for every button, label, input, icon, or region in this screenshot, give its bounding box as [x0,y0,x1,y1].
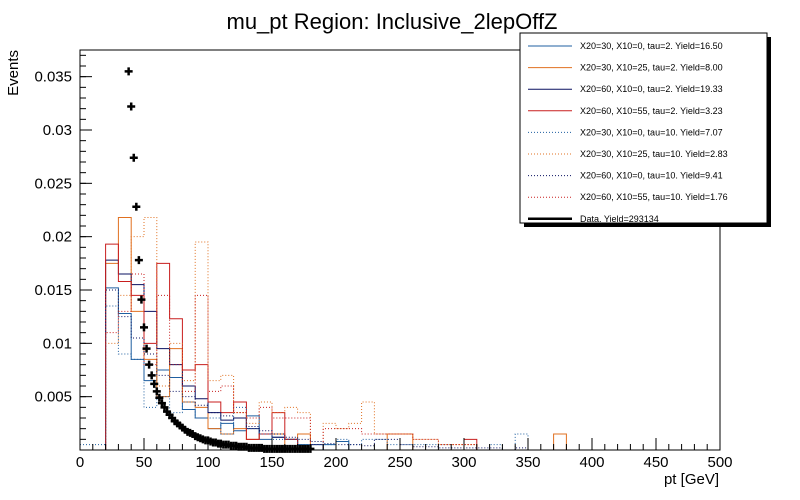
data-point [132,202,141,211]
x-tick-label: 500 [707,454,732,471]
x-axis-ticks: 0 50 100 150 200 250 300 350 400 450 500 [76,438,733,471]
legend-entry-label: X20=60, X10=55, tau=10. Yield=1.76 [580,192,728,202]
x-tick-label: 50 [136,454,153,471]
data-point [137,295,146,304]
data-point [124,67,133,76]
data-point [140,323,148,332]
x-tick-label: 0 [76,454,84,471]
y-axis-label: Events [5,50,22,96]
data-point [157,399,166,408]
y-tick-label: 0.03 [43,122,72,139]
legend-entry-label: X20=60, X10=55, tau=2. Yield=3.23 [580,106,723,116]
x-tick-label: 300 [451,454,476,471]
data-point [160,403,169,412]
x-tick-label: 150 [259,454,284,471]
data-point [150,379,159,388]
y-tick-label: 0.005 [34,389,72,406]
legend-entry-label: X20=30, X10=0, tau=10. Yield=7.07 [580,127,723,137]
x-tick-label: 450 [643,454,668,471]
data-point [129,153,138,162]
x-axis-label: pt [GeV] [664,471,719,488]
data-point [145,360,154,369]
data-point [147,371,156,380]
legend-entry-label: X20=30, X10=25, tau=2. Yield=8.00 [580,63,723,73]
legend-entry-label: Data. Yield=293134 [580,214,659,224]
legend-entry-label: X20=30, X10=25, tau=10. Yield=2.83 [580,149,728,159]
y-tick-label: 0.025 [34,175,72,192]
x-tick-label: 350 [515,454,540,471]
legend-entry-label: X20=60, X10=0, tau=2. Yield=19.33 [580,84,723,94]
y-axis-ticks: 0.005 0.01 0.015 0.02 0.025 0.03 0.035 [34,54,92,440]
y-tick-label: 0.015 [34,282,72,299]
y-tick-label: 0.035 [34,69,72,86]
data-point [152,387,161,396]
legend-box [519,32,768,224]
data-point [127,102,136,111]
x-tick-label: 100 [195,454,220,471]
chart-title: mu_pt Region: Inclusive_2lepOffZ [227,9,558,34]
data-point [155,393,164,402]
legend-entry-label: X20=60, X10=0, tau=10. Yield=9.41 [580,171,723,181]
histogram-series [80,305,720,451]
data-point [142,344,151,353]
x-tick-label: 250 [387,454,412,471]
data-point [134,256,143,265]
y-tick-label: 0.02 [43,229,72,246]
histogram-series [80,216,720,451]
y-tick-label: 0.01 [43,335,72,352]
x-tick-label: 200 [323,454,348,471]
legend-entry-label: X20=30, X10=0, tau=2. Yield=16.50 [580,41,723,51]
x-tick-label: 400 [579,454,604,471]
legend: X20=30, X10=0, tau=2. Yield=16.50 X20=30,… [519,32,771,227]
